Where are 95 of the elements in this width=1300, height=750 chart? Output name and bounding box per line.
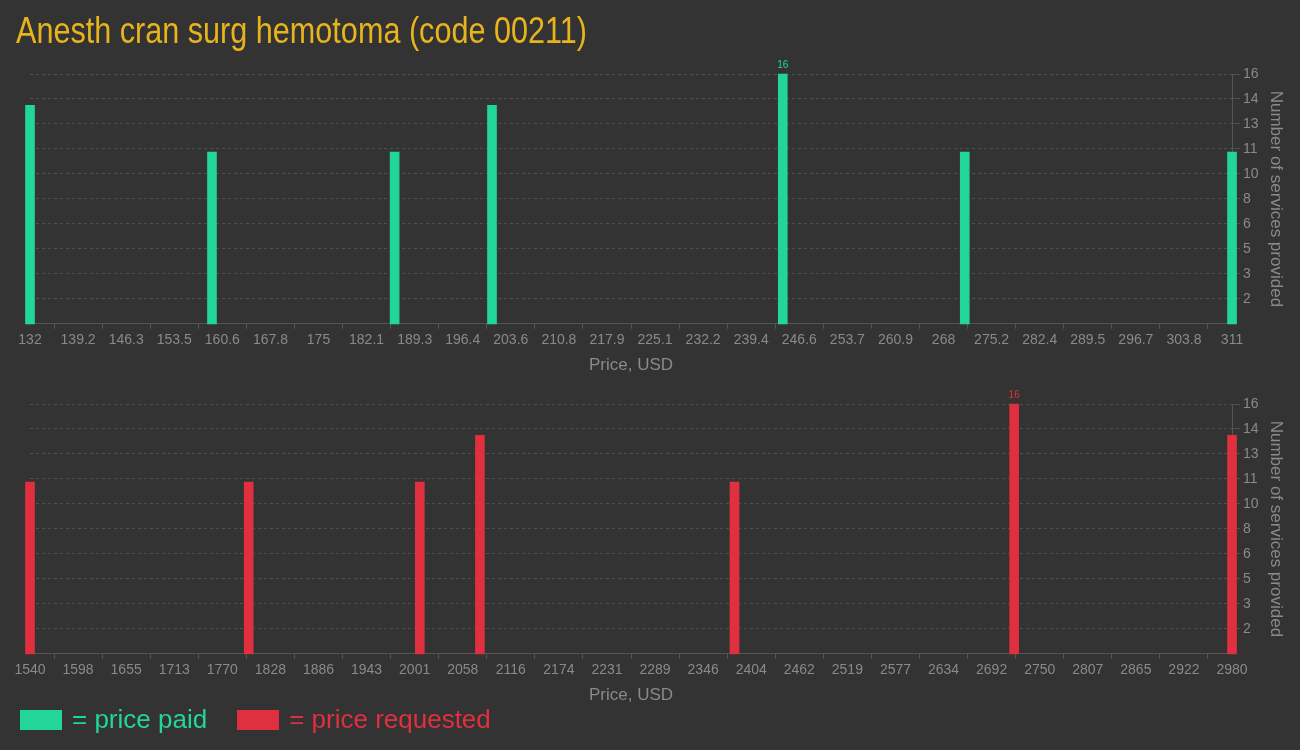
x-tick-label: 1540 (14, 661, 46, 678)
x-tick-label: 2058 (447, 661, 479, 678)
y-tick-label: 13 (1243, 114, 1259, 131)
x-tick-label: 2462 (783, 661, 816, 678)
x-tick-label: 282.4 (1022, 331, 1058, 348)
bar (729, 481, 740, 655)
y-tick-label: 10 (1243, 164, 1259, 181)
x-tick-label: 2519 (831, 661, 864, 678)
y-tick-label: 16 (1243, 394, 1259, 411)
y-tick-label: 6 (1243, 214, 1252, 231)
y-tick-label: 14 (1243, 89, 1259, 106)
x-tick-label: 182.1 (349, 331, 385, 348)
data-label: 16 (1008, 388, 1021, 400)
x-tick-label: 268 (931, 331, 956, 348)
y-tick-label: 8 (1243, 519, 1252, 536)
x-tick-label: 196.4 (445, 331, 481, 348)
bar (475, 434, 485, 655)
bar (1009, 403, 1019, 655)
x-tick-label: 2289 (639, 661, 671, 678)
y-tick-label: 11 (1243, 469, 1258, 486)
y-tick-label: 3 (1243, 594, 1252, 611)
y-tick-label: 3 (1243, 264, 1252, 281)
bar (414, 481, 425, 655)
x-tick-label: 1828 (254, 661, 287, 678)
y-tick-label: 14 (1243, 419, 1259, 436)
x-tick-label: 2346 (687, 661, 719, 678)
x-tick-label: 2634 (927, 661, 960, 678)
x-axis-title: Price, USD (588, 355, 674, 375)
chart-title: Anesth cran surg hemotoma (code 00211) (16, 10, 587, 52)
x-tick-label: 2174 (543, 661, 575, 678)
bar (959, 151, 970, 325)
x-tick-label: 2231 (591, 661, 623, 678)
x-tick-label: 203.6 (493, 331, 529, 348)
x-tick-label: 232.2 (685, 331, 721, 348)
data-label: 16 (777, 58, 789, 70)
bar (487, 104, 497, 325)
legend-label: = price paid (72, 704, 208, 735)
x-tick-label: 2980 (1216, 661, 1248, 678)
x-tick-label: 1943 (350, 661, 383, 678)
x-tick-label: 239.4 (733, 331, 769, 348)
y-axis-title: Number of services provided (1267, 90, 1287, 308)
x-tick-label: 2404 (735, 661, 767, 678)
legend-label: = price requested (289, 704, 491, 735)
x-tick-label: 1655 (110, 661, 142, 678)
bar (1227, 434, 1237, 655)
x-tick-label: 289.5 (1070, 331, 1106, 348)
x-tick-label: 2922 (1168, 661, 1200, 678)
x-tick-label: 1598 (62, 661, 94, 678)
bar (1227, 151, 1237, 325)
x-tick-label: 132 (18, 331, 42, 348)
y-tick-label: 5 (1243, 239, 1252, 256)
x-tick-label: 210.8 (541, 331, 577, 348)
y-tick-label: 5 (1243, 569, 1252, 586)
bar (389, 151, 400, 325)
bar (243, 481, 254, 655)
bar (777, 73, 788, 325)
x-tick-label: 1713 (158, 661, 191, 678)
x-tick-label: 2750 (1024, 661, 1056, 678)
x-tick-label: 1886 (302, 661, 335, 678)
bar (207, 151, 217, 325)
x-tick-label: 246.6 (781, 331, 818, 348)
x-tick-label: 167.8 (252, 331, 289, 348)
x-tick-label: 189.3 (397, 331, 433, 348)
x-tick-label: 2865 (1120, 661, 1152, 678)
x-tick-label: 260.9 (877, 331, 914, 348)
x-tick-label: 2116 (495, 661, 527, 678)
x-tick-label: 311 (1220, 331, 1244, 348)
x-tick-label: 296.7 (1118, 331, 1154, 348)
x-tick-label: 2692 (976, 661, 1008, 678)
x-tick-label: 275.2 (974, 331, 1010, 348)
x-tick-label: 139.2 (60, 331, 96, 348)
x-tick-label: 225.1 (637, 331, 673, 348)
bar (25, 481, 35, 655)
y-tick-label: 2 (1243, 619, 1252, 636)
x-tick-label: 175 (306, 331, 331, 348)
y-tick-label: 6 (1243, 544, 1252, 561)
y-tick-label: 11 (1243, 139, 1258, 156)
x-tick-label: 146.3 (108, 331, 144, 348)
x-tick-label: 253.7 (829, 331, 866, 348)
x-tick-label: 303.8 (1166, 331, 1202, 348)
x-tick-label: 160.6 (204, 331, 241, 348)
y-tick-label: 10 (1243, 494, 1259, 511)
x-tick-label: 217.9 (589, 331, 625, 348)
x-axis-title: Price, USD (588, 685, 674, 705)
x-tick-label: 1770 (206, 661, 239, 678)
y-tick-label: 16 (1243, 64, 1259, 81)
x-tick-label: 2577 (879, 661, 912, 678)
x-tick-label: 2807 (1072, 661, 1104, 678)
y-axis-title: Number of services provided (1267, 420, 1287, 638)
y-tick-label: 8 (1243, 189, 1252, 206)
bar (25, 104, 35, 325)
y-tick-label: 13 (1243, 444, 1259, 461)
y-tick-label: 2 (1243, 289, 1252, 306)
x-tick-label: 2001 (399, 661, 431, 678)
x-tick-label: 153.5 (156, 331, 192, 348)
